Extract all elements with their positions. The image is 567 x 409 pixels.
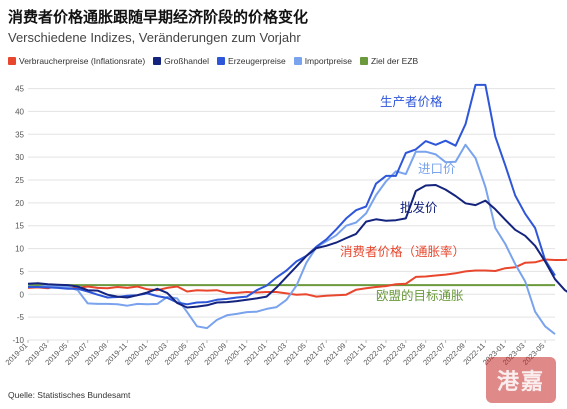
legend-swatch bbox=[8, 57, 16, 65]
series-line-importpreise bbox=[27, 143, 556, 335]
legend-item-verbraucherpreise: Verbraucherpreise (Inflationsrate) bbox=[8, 56, 145, 66]
y-tick-label: 15 bbox=[15, 222, 24, 231]
y-tick-label: 0 bbox=[20, 290, 25, 299]
y-tick-label: 45 bbox=[15, 85, 24, 94]
legend: Verbraucherpreise (Inflationsrate) Großh… bbox=[8, 56, 421, 66]
legend-item-ezb: Ziel der EZB bbox=[359, 56, 419, 66]
y-tick-label: 20 bbox=[15, 199, 24, 208]
series-label: 消费者价格（通胀率） bbox=[340, 244, 465, 259]
series-label: 欧盟的目标通胀 bbox=[376, 288, 464, 303]
legend-label: Großhandel bbox=[164, 56, 210, 66]
source-note: Quelle: Statistisches Bundesamt bbox=[8, 390, 131, 400]
series-label: 生产者价格 bbox=[380, 94, 443, 109]
watermark-logo: 港嘉 bbox=[486, 357, 556, 403]
legend-swatch bbox=[217, 57, 226, 65]
y-tick-label: -10 bbox=[12, 336, 24, 345]
series-label: 进口价 bbox=[418, 161, 456, 176]
y-tick-label: 5 bbox=[20, 267, 25, 276]
legend-label: Verbraucherpreise (Inflationsrate) bbox=[19, 56, 146, 66]
chart-title: 消费者价格通胀跟随早期经济阶段的价格变化 bbox=[8, 8, 309, 26]
legend-label: Ziel der EZB bbox=[370, 56, 419, 66]
y-tick-label: 35 bbox=[15, 130, 24, 139]
legend-label: Importpreise bbox=[304, 56, 352, 66]
y-tick-label: 30 bbox=[15, 153, 24, 162]
y-tick-label: 25 bbox=[15, 176, 24, 185]
y-tick-label: 10 bbox=[15, 245, 24, 254]
legend-item-erzeugerpreise: Erzeugerpreise bbox=[217, 56, 286, 66]
legend-swatch bbox=[293, 57, 302, 65]
y-tick-label: 40 bbox=[15, 107, 24, 116]
legend-label: Erzeugerpreise bbox=[228, 56, 286, 66]
legend-swatch bbox=[153, 57, 162, 65]
series-label: 批发价 bbox=[400, 200, 438, 215]
chart-subtitle: Verschiedene Indizes, Veränderungen zum … bbox=[8, 30, 301, 45]
legend-item-grosshandel: Großhandel bbox=[153, 56, 209, 66]
y-tick-label: -5 bbox=[17, 313, 25, 322]
legend-swatch bbox=[359, 57, 368, 65]
legend-item-importpreise: Importpreise bbox=[293, 56, 352, 66]
series-line-gro-handel bbox=[27, 184, 567, 309]
series-line-verbraucherpreise-inflationsrate bbox=[27, 258, 567, 298]
